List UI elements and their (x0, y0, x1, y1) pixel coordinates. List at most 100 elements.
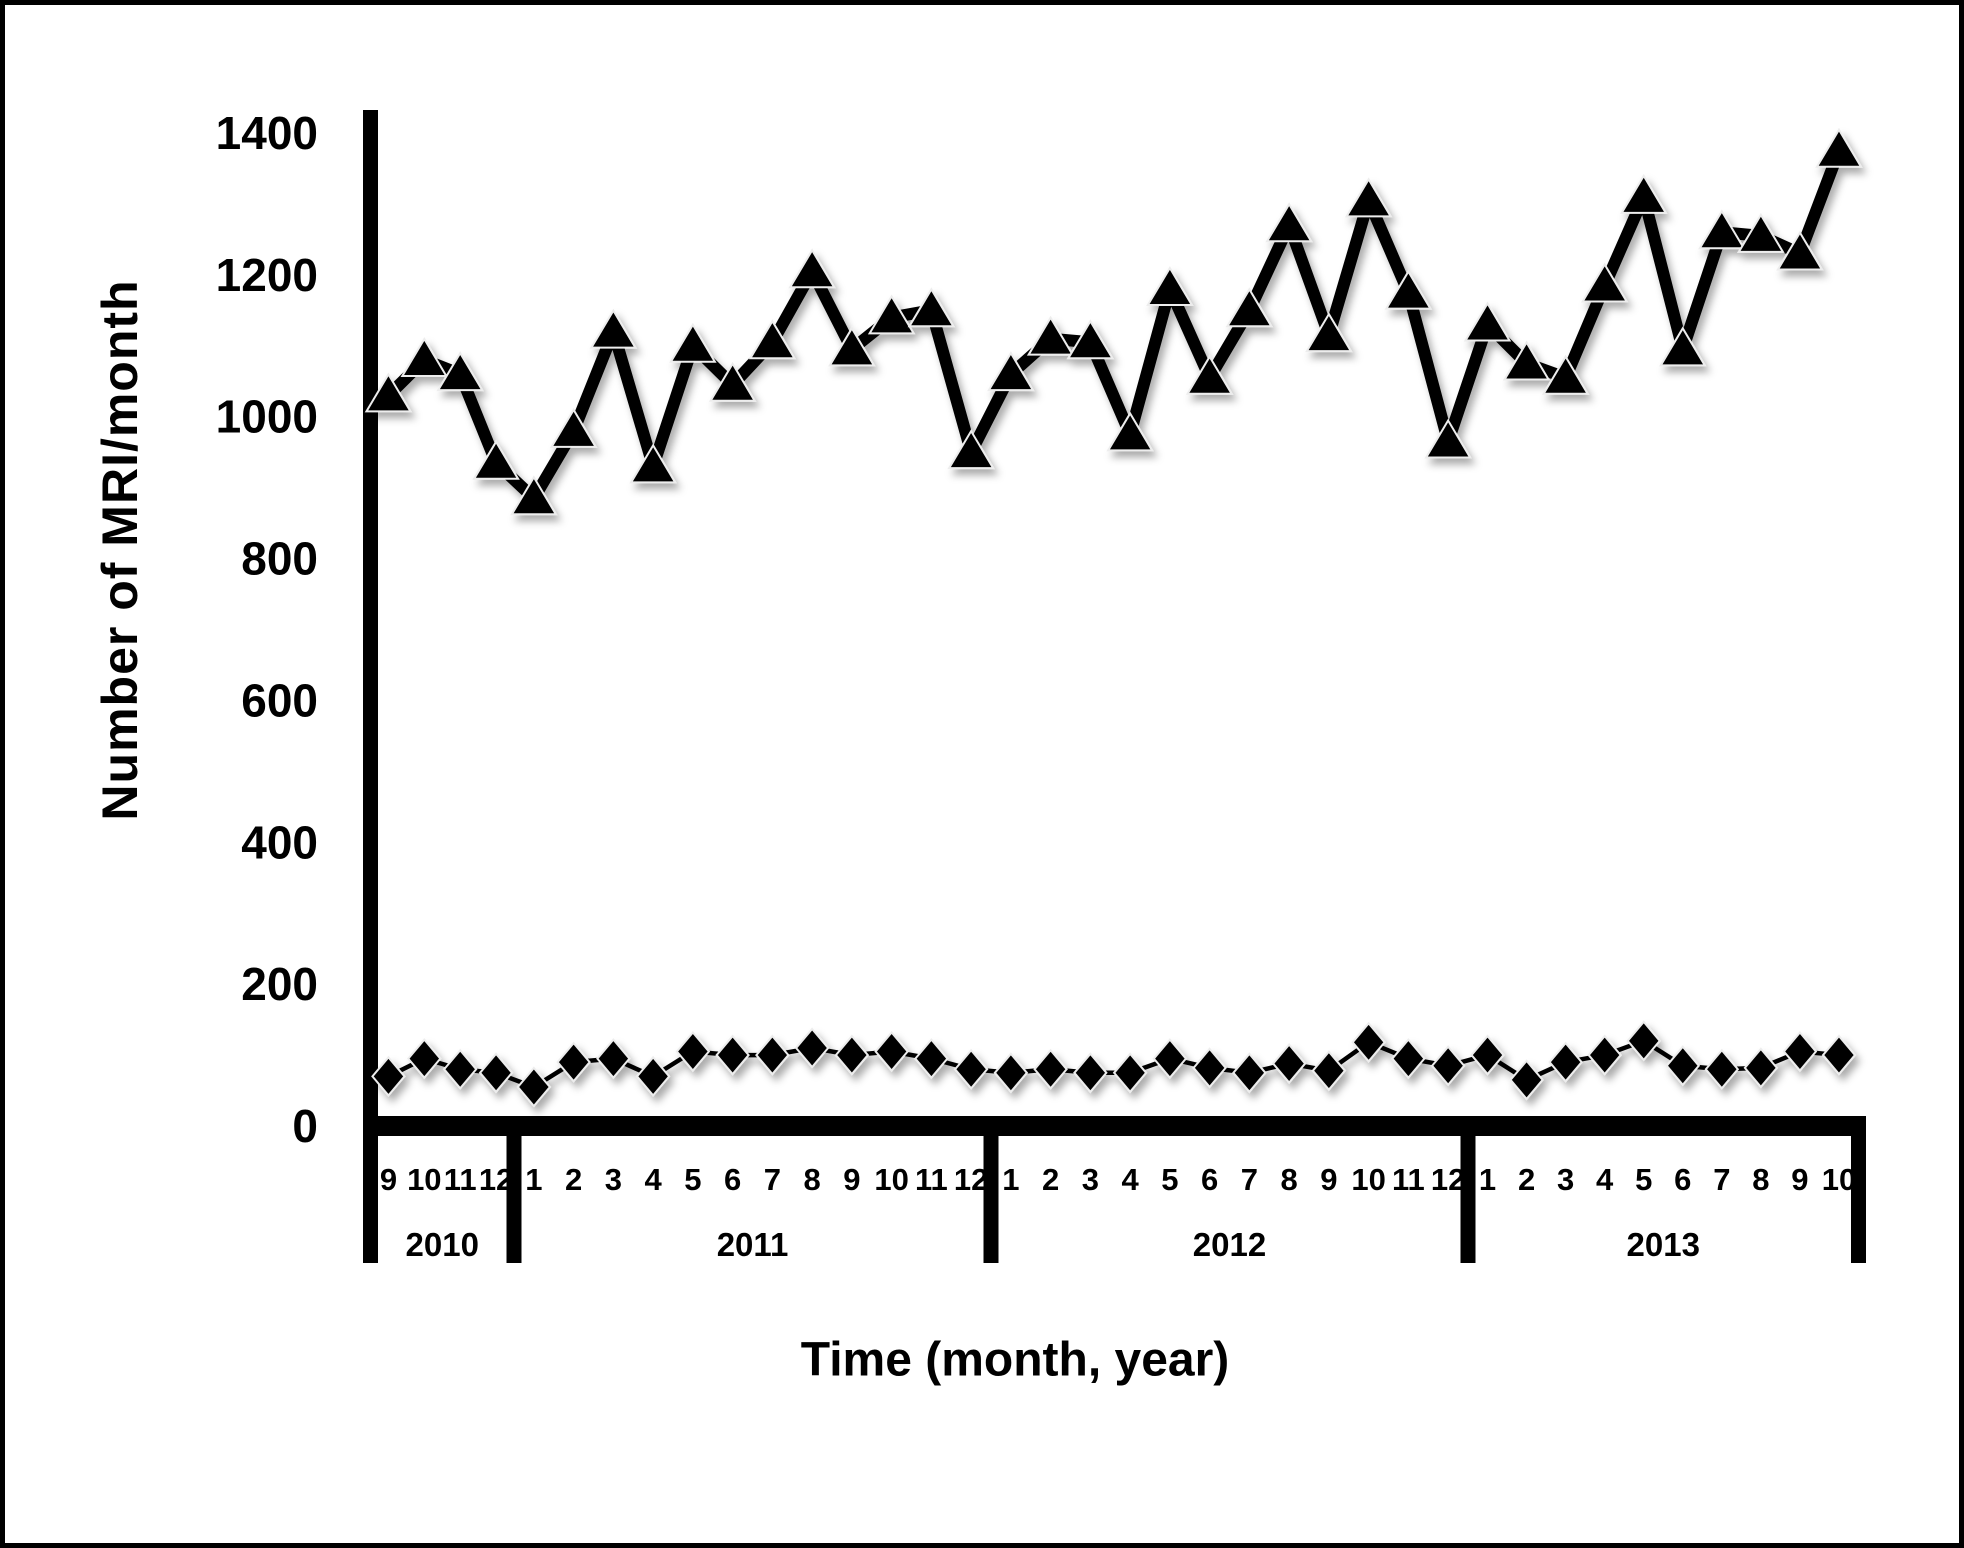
year-separator (1851, 1116, 1866, 1263)
y-axis-line (363, 110, 378, 1136)
triangle-marker (907, 287, 956, 328)
triangle-marker (867, 294, 916, 335)
triangle-marker (1776, 230, 1824, 271)
year-label: 2013 (1627, 1226, 1700, 1263)
month-label: 1 (1002, 1162, 1019, 1197)
triangle-marker (788, 248, 836, 289)
triangle-marker (1580, 262, 1629, 303)
month-label: 9 (1320, 1162, 1337, 1197)
diamond-marker (794, 1027, 830, 1069)
triangle-marker (589, 308, 638, 349)
year-separator (506, 1116, 522, 1263)
y-tick-label: 400 (241, 816, 318, 868)
diamond-marker (596, 1038, 631, 1080)
y-tick-label: 1000 (216, 391, 318, 443)
y-tick-label: 0 (292, 1100, 318, 1152)
diamond-marker (1821, 1034, 1857, 1076)
x-axis-title: Time (month, year) (800, 1333, 1230, 1387)
diamond-marker (1152, 1038, 1188, 1080)
year-label: 2012 (1193, 1226, 1266, 1263)
diamond-marker (1192, 1047, 1227, 1089)
triangle-marker (1026, 315, 1075, 356)
triangle-marker (1344, 177, 1393, 218)
year-label: 2010 (406, 1226, 479, 1263)
triangle-marker (1265, 202, 1313, 243)
triangle-marker (1146, 266, 1194, 307)
x-axis-line (363, 1116, 1866, 1136)
triangle-marker (708, 361, 757, 402)
month-label: 10 (1822, 1162, 1856, 1197)
month-label: 9 (843, 1162, 860, 1197)
diamond-marker (953, 1048, 989, 1090)
diamond-marker (1073, 1052, 1108, 1094)
triangle-marker (1698, 209, 1746, 250)
month-label: 8 (1752, 1162, 1769, 1197)
triangle-marker (629, 443, 677, 484)
month-label: 4 (645, 1162, 663, 1197)
diamond-marker (993, 1052, 1029, 1094)
diamond-marker (1232, 1052, 1267, 1094)
diamond-marker (715, 1034, 750, 1076)
triangle-marker (1502, 340, 1551, 381)
year-separator (363, 1116, 378, 1263)
diamond-marker (1704, 1048, 1740, 1090)
triangle_series-group (364, 127, 1863, 516)
diamond-marker (755, 1034, 790, 1076)
diamond-marker (1626, 1020, 1662, 1062)
month-label: 4 (1122, 1162, 1140, 1197)
month-label: 8 (1281, 1162, 1298, 1197)
month-label: 11 (1392, 1162, 1425, 1197)
month-label: 6 (724, 1162, 741, 1197)
diamond-marker (874, 1030, 909, 1073)
month-label: 6 (1201, 1162, 1218, 1197)
month-label: 10 (1351, 1162, 1385, 1197)
y-tick-label: 800 (241, 533, 318, 585)
triangle-marker (1659, 326, 1707, 367)
diamond-marker (478, 1052, 514, 1094)
triangle-marker (1815, 127, 1863, 168)
year-separator (1460, 1116, 1476, 1263)
month-label: 7 (1241, 1162, 1258, 1197)
diamond-marker (1665, 1045, 1701, 1087)
diamond-marker (407, 1038, 442, 1080)
diamond-marker (1311, 1050, 1347, 1092)
diamond_series-group (371, 1020, 1857, 1108)
triangle-marker (472, 439, 520, 480)
triangle-marker (436, 351, 484, 392)
diamond-marker (442, 1048, 478, 1090)
month-label: 5 (1635, 1162, 1652, 1197)
y-tick-label: 200 (241, 958, 318, 1010)
triangle-marker (1424, 418, 1472, 459)
diamond-marker (1391, 1038, 1426, 1080)
month-label: 2 (1042, 1162, 1059, 1197)
month-label: 1 (1479, 1162, 1496, 1197)
triangle-marker (549, 407, 598, 448)
month-label: 5 (1161, 1162, 1178, 1197)
diamond-marker (1271, 1043, 1307, 1085)
triangle-marker (1384, 269, 1433, 310)
month-label: 9 (380, 1162, 397, 1197)
triangle-marker (828, 326, 876, 367)
diamond-marker (1112, 1052, 1148, 1094)
diamond-marker (675, 1030, 711, 1073)
month-label: 7 (764, 1162, 781, 1197)
triangle-marker (1463, 301, 1512, 342)
triangle-marker (748, 319, 797, 360)
month-label: 2 (565, 1162, 582, 1197)
triangle-marker (669, 322, 717, 363)
triangle-marker (1737, 212, 1785, 253)
triangle-marker (1106, 411, 1154, 452)
diamond-marker (914, 1038, 949, 1080)
triangle-marker (1066, 319, 1115, 360)
year-label: 2011 (717, 1226, 789, 1263)
month-label: 6 (1674, 1162, 1691, 1197)
triangle-marker (1541, 354, 1590, 395)
month-label: 3 (1082, 1162, 1099, 1197)
month-label: 1 (525, 1162, 542, 1197)
triangle-marker (947, 429, 995, 470)
y-axis-title: Number of MRI/month (92, 279, 148, 821)
diamond-marker (1743, 1047, 1779, 1089)
